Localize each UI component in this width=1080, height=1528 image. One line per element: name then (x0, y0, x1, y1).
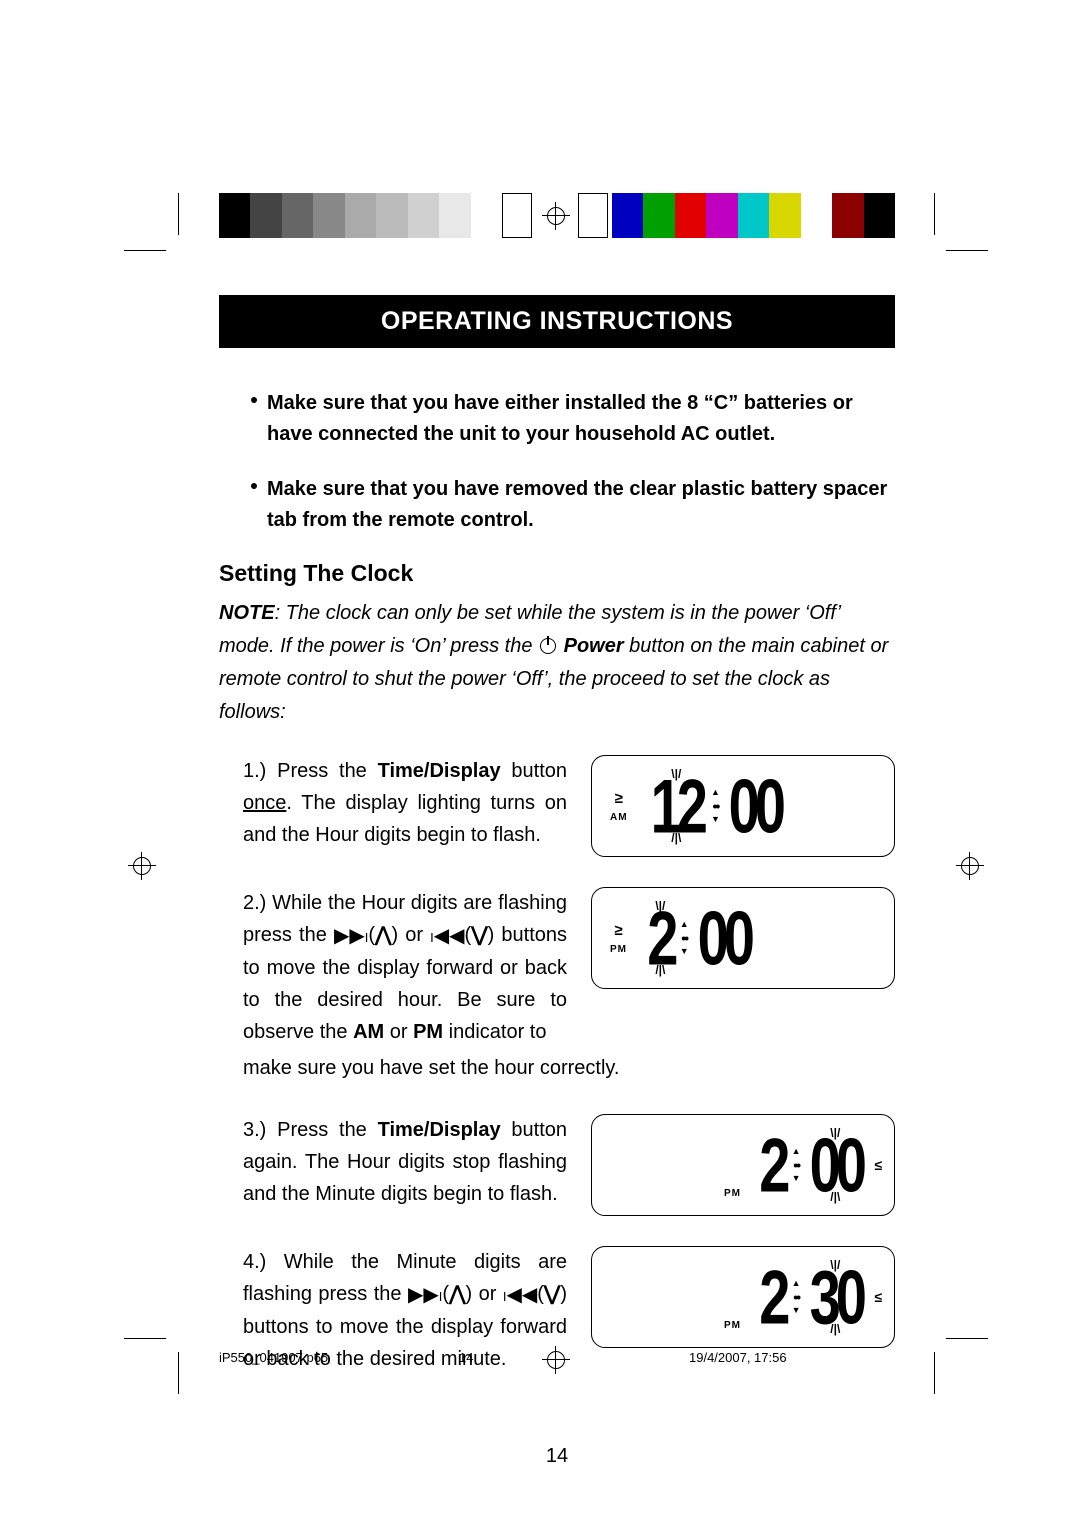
footer-filename: iP550_041907.p65 (219, 1350, 328, 1365)
flash-indicator-icon: /|\ (655, 963, 665, 977)
lcd-display: ≥AM12\|//|\▲••▼00 (591, 755, 895, 857)
bullet-icon (251, 397, 257, 403)
instruction-step: 2.) While the Hour digits are flashing p… (219, 887, 895, 1084)
bullet-icon (251, 483, 257, 489)
step-fragment: AM (353, 1021, 384, 1043)
colon-separator: ▲••▼ (680, 919, 689, 957)
ampm-indicator: AM (610, 812, 628, 823)
crop-mark (934, 1352, 935, 1394)
step-fragment: or (384, 1021, 413, 1043)
footer-page: 14 (459, 1350, 473, 1365)
step-text: 2.) While the Hour digits are flashing p… (219, 887, 567, 1048)
flash-indicator-icon: \|/ (655, 899, 665, 913)
registration-mark-icon (956, 852, 984, 880)
note-paragraph: NOTE: The clock can only be set while th… (219, 597, 895, 729)
crop-mark (946, 1338, 988, 1339)
crop-mark (124, 250, 166, 251)
flash-indicator-icon: \|/ (830, 1258, 840, 1272)
flash-indicator-icon: /|\ (830, 1322, 840, 1336)
crop-mark (178, 1352, 179, 1394)
page-title: OPERATING INSTRUCTIONS (219, 295, 895, 348)
instruction-step: 3.) Press the Time/Display button again.… (219, 1114, 895, 1216)
signal-icon: ≥ (615, 790, 623, 808)
page-content: OPERATING INSTRUCTIONS Make sure that yo… (219, 295, 895, 1468)
step-fragment: Time/Display (378, 1119, 501, 1141)
flash-indicator-icon: /|\ (830, 1190, 840, 1204)
step-fragment: . The display lighting turns on and the … (243, 792, 567, 846)
prev-track-icon: I◀◀ (430, 920, 464, 952)
list-item: Make sure that you have either installed… (251, 388, 895, 450)
color-calibration-bar (0, 193, 1080, 238)
colon-separator: ▲••▼ (792, 1278, 801, 1316)
flash-indicator-icon: \|/ (671, 767, 681, 781)
lcd-display: PM2▲••▼00\|//|\≤ (591, 1114, 895, 1216)
instruction-step: 1.) Press the Time/Display button once. … (219, 755, 895, 857)
step-fragment: 1.) Press the (243, 760, 378, 782)
footer: iP550_041907.p65 14 19/4/2007, 17:56 (219, 1350, 895, 1365)
step-text-continued: make sure you have set the hour correctl… (219, 1052, 895, 1084)
colon-separator: ▲••▼ (711, 787, 720, 825)
ampm-indicator: PM (610, 944, 627, 955)
note-text: Power (558, 635, 624, 657)
registration-mark-icon (542, 202, 570, 230)
step-fragment: 3.) Press the (243, 1119, 378, 1141)
crop-mark (124, 1338, 166, 1339)
note-label: NOTE (219, 602, 275, 624)
bullet-text: Make sure that you have either installed… (267, 388, 895, 450)
ampm-indicator: PM (724, 1188, 741, 1199)
next-track-icon: ▶▶I (408, 1279, 442, 1311)
next-track-icon: ▶▶I (334, 920, 368, 952)
step-fragment: button (501, 760, 567, 782)
list-item: Make sure that you have removed the clea… (251, 474, 895, 536)
flash-indicator-icon: /|\ (671, 831, 681, 845)
step-text: 1.) Press the Time/Display button once. … (219, 755, 567, 851)
bullet-text: Make sure that you have removed the clea… (267, 474, 895, 536)
lcd-display: PM2▲••▼30\|//|\≤ (591, 1246, 895, 1348)
step-fragment: Time/Display (378, 760, 501, 782)
signal-icon: ≥ (614, 922, 622, 940)
crop-mark (946, 250, 988, 251)
page-number: 14 (219, 1445, 895, 1468)
prev-track-icon: I◀◀ (503, 1279, 537, 1311)
lcd-display: ≥PM2\|//|\▲••▼00 (591, 887, 895, 989)
registration-mark-icon (128, 852, 156, 880)
footer-date: 19/4/2007, 17:56 (689, 1350, 787, 1365)
prerequisite-list: Make sure that you have either installed… (219, 388, 895, 536)
flash-indicator-icon: \|/ (830, 1126, 840, 1140)
section-heading: Setting The Clock (219, 560, 895, 587)
power-icon (540, 638, 556, 654)
step-fragment: once (243, 792, 286, 814)
step-fragment: PM (413, 1021, 443, 1043)
step-text: 3.) Press the Time/Display button again.… (219, 1114, 567, 1210)
colon-separator: ▲••▼ (792, 1146, 801, 1184)
ampm-indicator: PM (724, 1320, 741, 1331)
